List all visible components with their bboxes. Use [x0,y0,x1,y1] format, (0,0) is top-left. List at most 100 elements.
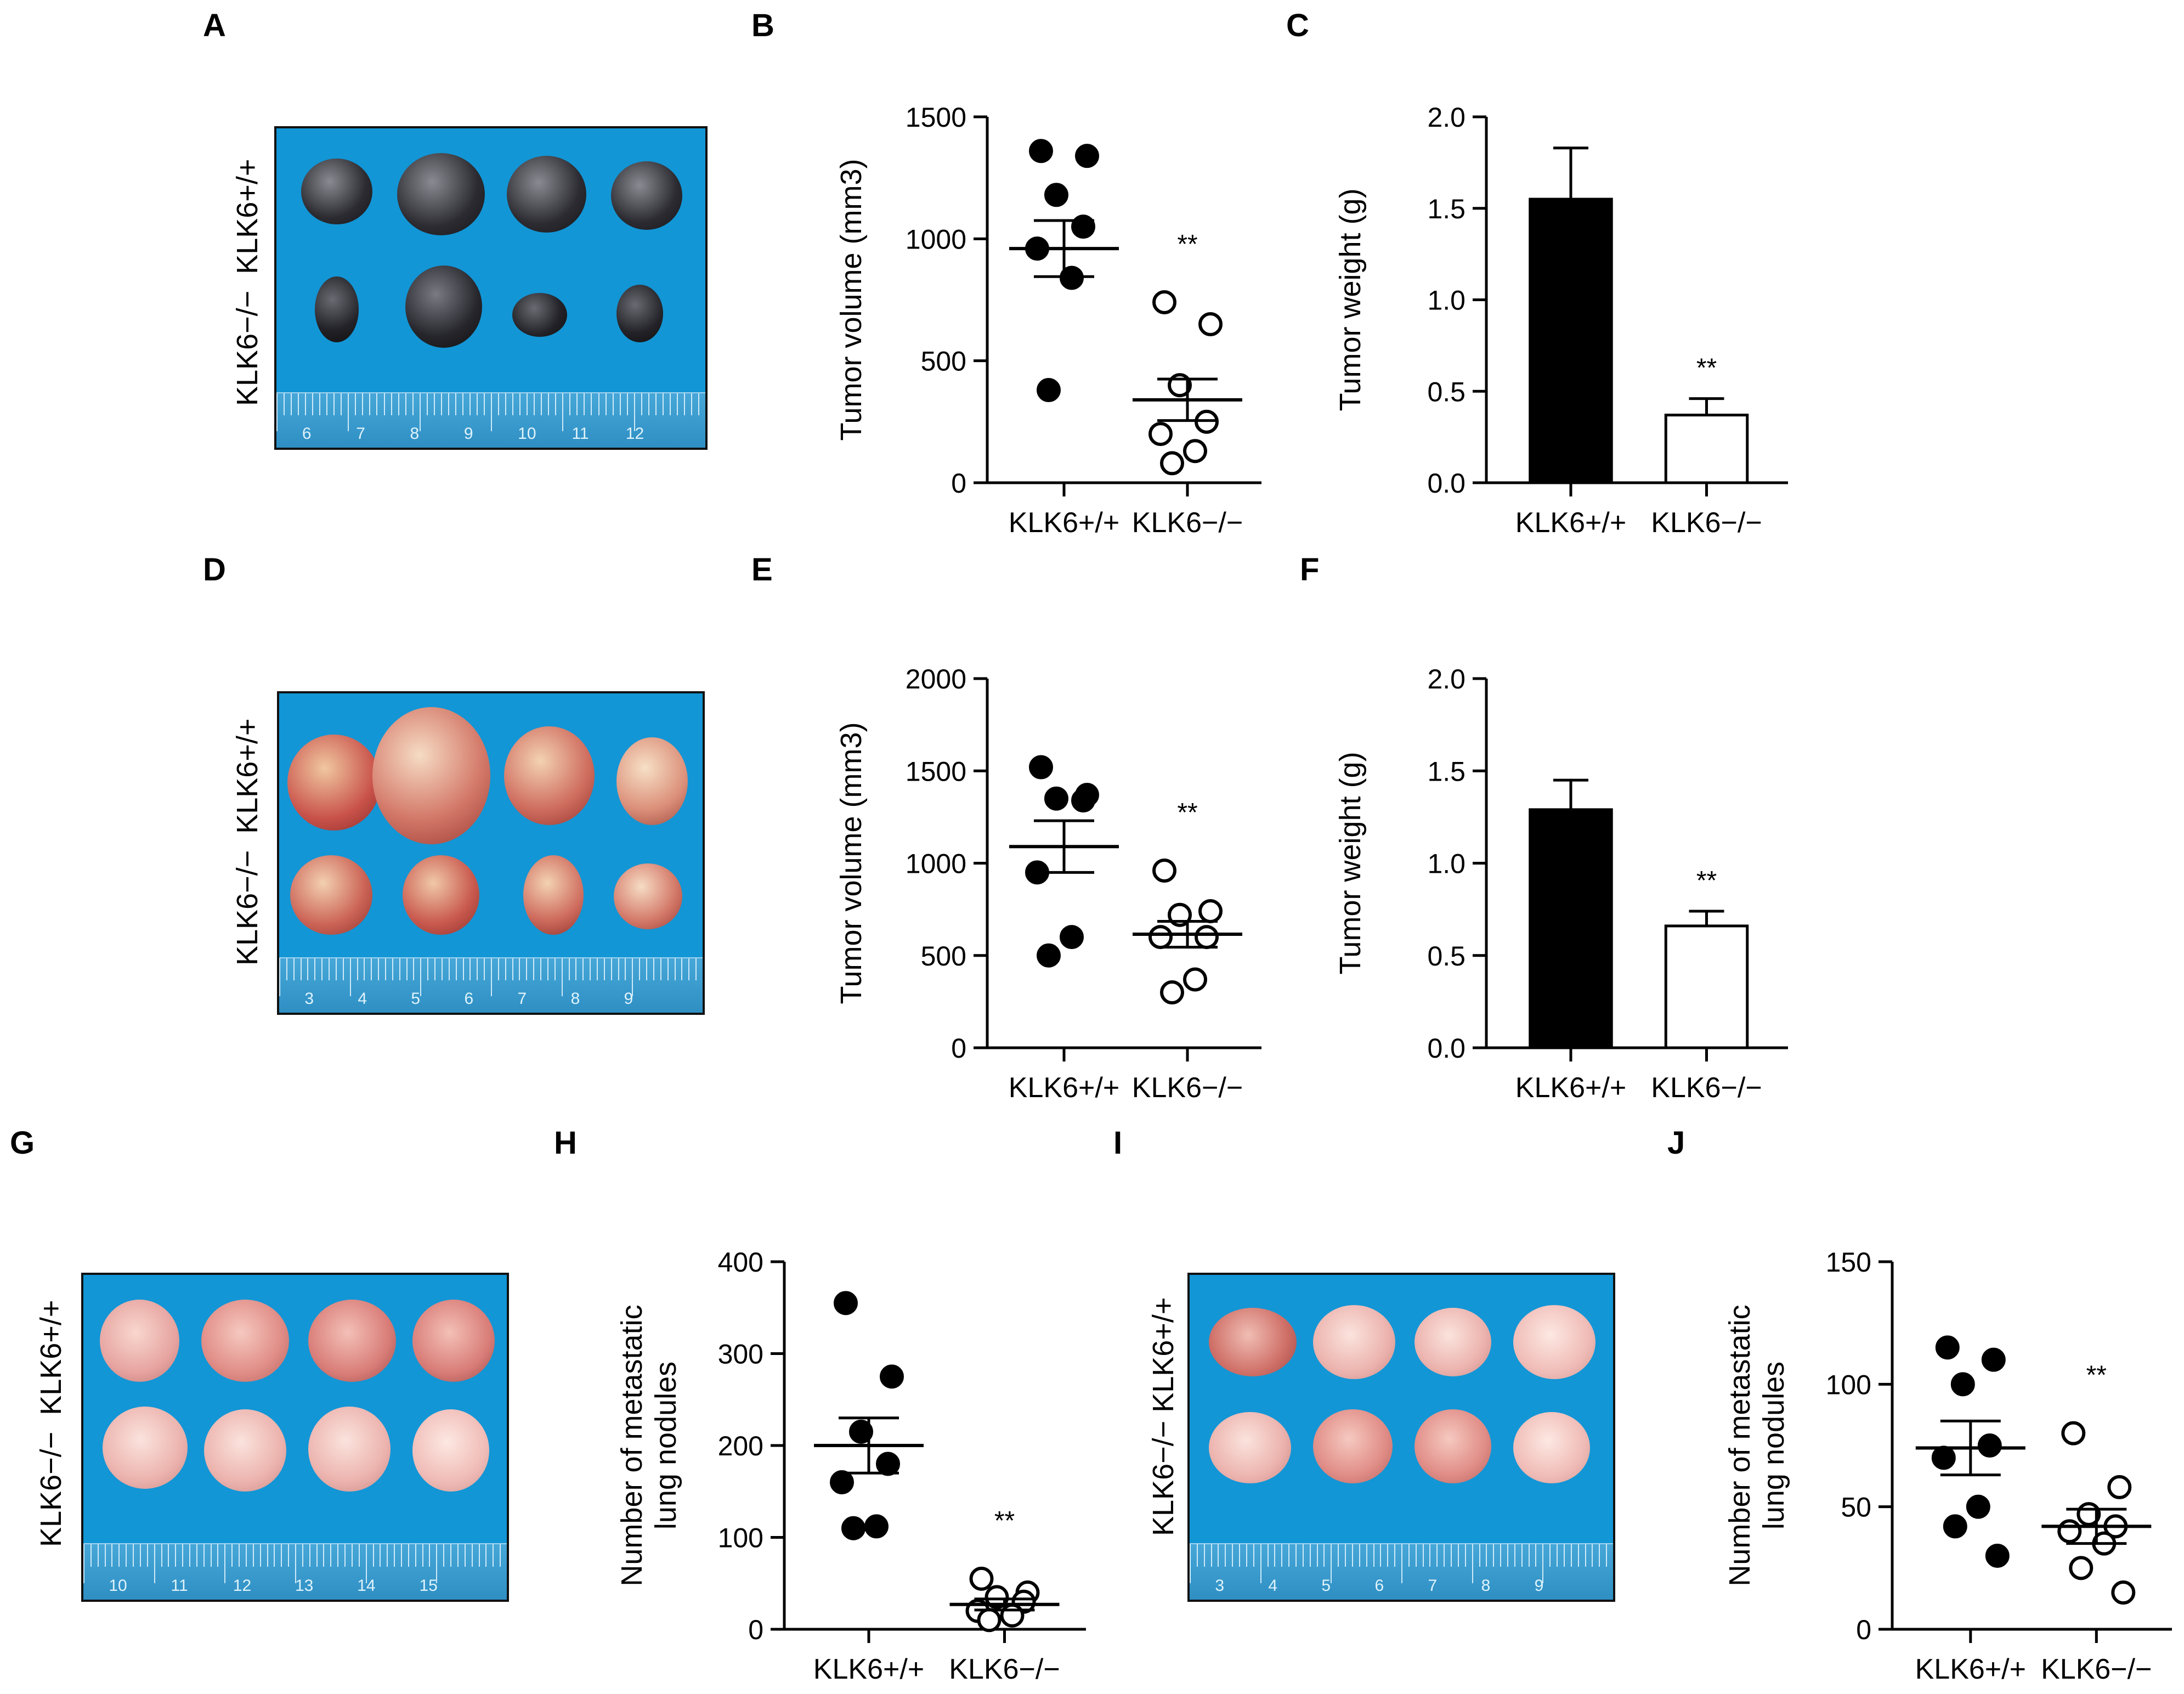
data-point [1152,858,1176,883]
ruler-tick [448,958,450,980]
bar [1664,924,1749,1049]
ruler-number: 15 [419,1576,438,1595]
data-point [880,1364,904,1389]
ruler-tick [541,393,542,415]
ruler-number: 12 [233,1576,252,1595]
ruler-tick [478,1544,480,1567]
ruler-tick [276,393,278,432]
lung [1513,1305,1595,1379]
ruler-tick [1422,1544,1424,1567]
ruler-number: 3 [1215,1576,1224,1595]
ruler-tick [1415,1544,1417,1567]
ruler-tick [493,1544,494,1567]
ruler-tick [342,958,344,980]
panel-letter-h: H [554,1125,577,1161]
data-point [2069,1556,2094,1580]
y-axis-label-line: lung nodules [649,1362,682,1529]
ruler-tick [175,1544,177,1567]
ruler-tick [618,958,619,980]
y-tick-label: 100 [718,1523,763,1554]
lung [308,1300,396,1382]
ruler-tick [284,393,285,415]
ruler-tick [316,1544,318,1567]
ruler-tick [406,958,408,980]
y-axis-label: Tumor weight (g) [1334,188,1367,411]
ruler-number: 8 [1481,1576,1491,1595]
ruler-tick [337,1544,339,1567]
ruler-tick [1408,1544,1410,1567]
ruler-tick [321,958,323,980]
ruler-tick [1253,1544,1254,1567]
ruler-tick [1190,1544,1191,1583]
data-point [1029,755,1053,780]
y-axis-label-line: Tumor volume (mm3) [835,722,868,1004]
photo-g-metastatic-lungs: 10 11 12 13 14 15 [81,1273,509,1602]
data-point [969,1566,994,1591]
significance-label: ** [1177,230,1197,259]
ruler-tick [655,393,657,415]
data-point [1183,967,1207,992]
ruler-tick [548,393,550,415]
ruler-tick [182,1544,184,1567]
data-point [1160,980,1184,1005]
ruler-tick [547,958,548,980]
data-point [834,1291,858,1315]
ruler-tick [323,1544,325,1567]
ruler-tick [641,393,642,415]
ruler: 3 4 5 6 7 8 9 [279,957,703,1013]
ruler-tick [245,1544,247,1567]
ruler: 10 11 12 13 14 15 [83,1543,507,1600]
ruler-tick [688,958,690,980]
ruler-tick [674,958,676,980]
ruler-number: 9 [463,425,473,443]
ruler-tick [1316,1544,1318,1567]
data-point [985,1585,1009,1610]
ruler-tick [1464,1544,1466,1567]
data-point [1071,788,1095,813]
ruler-number: 3 [304,990,314,1008]
ruler-tick [376,393,378,415]
panel-letter-d: D [203,552,226,588]
ruler-tick [203,1544,205,1567]
data-point [1044,183,1068,207]
y-axis-label: Tumor volume (mm3) [835,159,868,441]
ruler-tick [1542,1544,1544,1583]
y-tick-label: 2.0 [1427,664,1466,694]
ruler-tick [330,1544,332,1567]
ruler-tick [1570,1544,1572,1567]
y-tick-label: 0 [1856,1614,1871,1645]
ruler-tick [349,958,351,997]
ruler-tick [279,958,280,997]
ruler-tick [97,1544,99,1567]
ruler-tick [293,958,295,980]
significance-label: ** [1177,798,1197,827]
ruler-number: 6 [1374,1576,1384,1595]
ruler-tick [433,393,435,415]
panel-letter-i: I [1113,1125,1123,1161]
ruler-tick [319,393,321,415]
data-point [1198,312,1223,336]
ruler-tick [344,1544,346,1567]
tumor [287,735,381,831]
ruler-tick [1500,1544,1502,1567]
y-axis-label-line: lung nodules [1757,1362,1790,1529]
ruler-tick [1486,1544,1487,1567]
ruler-tick [498,393,500,415]
ruler-tick [387,1544,388,1567]
ruler-tick [612,393,614,415]
ruler-tick [660,958,661,980]
ruler-tick [1401,1544,1402,1583]
data-point [2057,1519,2082,1544]
y-axis-label-line: Number of metastatic [615,1305,648,1586]
photo-i-metastatic-lungs: 3 4 5 6 7 8 9 [1187,1273,1615,1602]
ruler-tick [1295,1544,1297,1567]
ruler-tick [455,958,457,980]
ruler-tick [1507,1544,1508,1567]
ruler-tick [351,1544,353,1567]
ruler-tick [385,958,386,980]
data-point [1152,290,1176,314]
y-axis-label-line: Tumor weight (g) [1334,752,1367,974]
ruler-number: 7 [356,425,365,443]
ruler-tick [1444,1544,1445,1567]
